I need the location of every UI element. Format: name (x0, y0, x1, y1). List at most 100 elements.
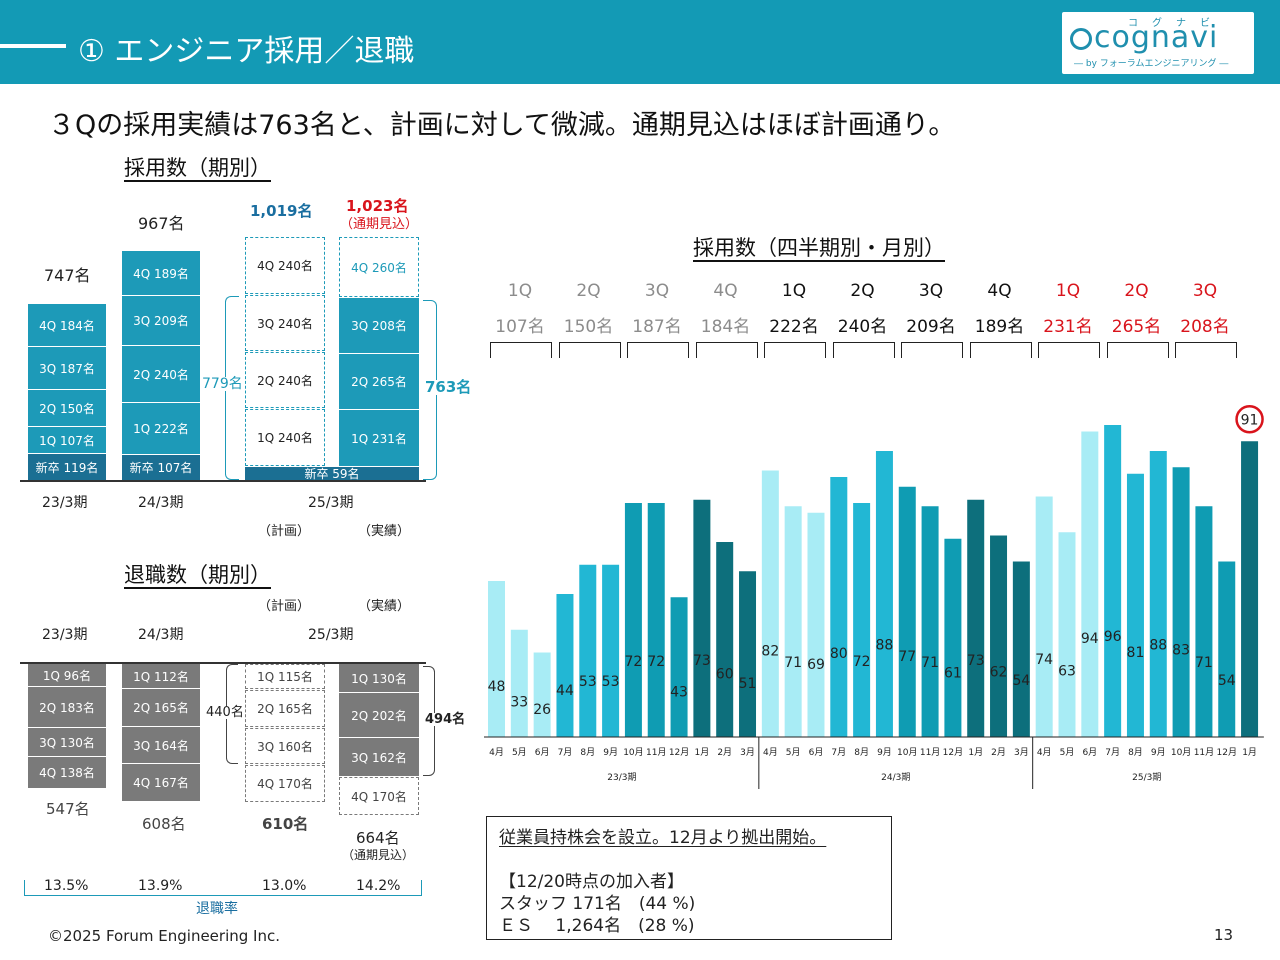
attrition-24-3q: 3Q 164名 (122, 727, 200, 763)
note-line-1: 従業員持株会を設立。12月より拠出開始。 (499, 828, 827, 848)
attrition-25-plan-2q: 2Q 165名 (245, 690, 325, 727)
quarter-label: 3Q (918, 281, 944, 301)
quarter-value: 150名 (563, 317, 614, 337)
month-tick-label: 2月 (991, 747, 1006, 758)
hiring-23-total: 747名 (44, 266, 91, 285)
month-tick-label: 12月 (1217, 747, 1237, 758)
monthly-bar (807, 512, 825, 737)
month-tick-label: 12月 (943, 747, 963, 758)
monthly-bar (990, 535, 1008, 737)
bar-value-label: 61 (944, 666, 962, 682)
bar-value-label: 51 (739, 676, 757, 692)
quarter-value: 184名 (700, 317, 751, 337)
quarter-label: 2Q (850, 281, 875, 301)
highlight-circle (1235, 405, 1264, 434)
hiring-23-1q: 1Q 107名 (28, 427, 106, 453)
quarter-value: 208名 (1180, 317, 1230, 337)
monthly-bar (853, 503, 871, 737)
logo-word: cognavi (1094, 20, 1219, 55)
monthly-bar (1104, 425, 1122, 737)
attrition-24-4q: 4Q 167名 (122, 764, 200, 801)
attrition-23-total: 547名 (46, 800, 90, 818)
month-tick-label: 11月 (646, 747, 666, 758)
attrition-24-rate: 13.9% (138, 878, 183, 894)
attrition-25-plan-1q: 1Q 115名 (245, 664, 325, 689)
attrition-25-plan-total: 610名 (262, 815, 309, 833)
month-tick-label: 4月 (763, 747, 778, 758)
header-bar: ① エンジニア採用／退職 コグナビ cognavi ― by フォーラムエンジニ… (0, 0, 1280, 84)
monthly-bar (898, 486, 916, 737)
month-tick-label: 1月 (695, 747, 710, 758)
monthly-bar (784, 506, 802, 737)
bar-value-label: 82 (761, 644, 779, 660)
monthly-bar (1081, 431, 1099, 737)
month-tick-label: 9月 (603, 747, 618, 758)
hiring-25-actual-note: （通期見込） (340, 217, 419, 232)
attrition-25-plan-4q: 4Q 170名 (245, 765, 325, 802)
monthly-bar (1058, 532, 1076, 737)
bar-value-label: 88 (1149, 637, 1167, 653)
quarter-bracket (490, 342, 552, 358)
attrition-23-1q: 1Q 96名 (28, 664, 106, 686)
bar-value-label: 72 (647, 654, 665, 670)
month-tick-label: 3月 (1014, 747, 1029, 758)
attrition-baseline (20, 662, 426, 664)
monthly-bar (533, 652, 551, 737)
hiring-plan-brace-label: 779名 (202, 376, 243, 392)
fiscal-year-label: 25/3期 (1132, 772, 1161, 783)
month-tick-label: 10月 (897, 747, 917, 758)
month-tick-label: 11月 (1194, 747, 1214, 758)
attrition-24-1q: 1Q 112名 (122, 664, 200, 688)
logo-ring-icon (1070, 28, 1092, 50)
quarter-bracket (969, 342, 1032, 358)
monthly-bar (761, 470, 779, 737)
monthly-bar (1218, 561, 1236, 737)
monthly-bar (1035, 496, 1053, 737)
quarter-label: 1Q (781, 281, 807, 301)
hiring-25-actual-3q: 3Q 208名 (339, 298, 419, 353)
attrition-25-actual-rate: 14.2% (356, 878, 401, 894)
attrition-23-2q: 2Q 183名 (28, 687, 106, 727)
monthly-bar (921, 506, 939, 737)
monthly-bar (556, 594, 574, 737)
hiring-25-actual-4q: 4Q 260名 (339, 237, 419, 297)
monthly-bar (830, 477, 848, 737)
attrition-25-year: 25/3期 (308, 627, 354, 643)
quarter-bracket (1106, 342, 1169, 358)
month-tick-label: 9月 (1151, 747, 1166, 758)
attrition-actual-brace-label: 494名 (425, 712, 466, 727)
hiring-24-4q: 4Q 189名 (122, 251, 200, 295)
attrition-actual-label: （実績） (358, 599, 411, 614)
bar-value-label: 69 (807, 657, 825, 673)
monthly-hiring-chart: 48 4月 33 5月 26 6月 44 7月 53 8月 53 9月 72 10月 72 11月 43 12月 7… (484, 405, 1264, 789)
monthly-bar (967, 499, 985, 737)
bar-value-label: 53 (602, 674, 620, 690)
hiring-25-actual-2q: 2Q 265名 (339, 354, 419, 409)
quarter-value: 240名 (837, 317, 888, 337)
month-tick-label: 8月 (1128, 747, 1143, 758)
hiring-plan-label: （計画） (258, 524, 311, 539)
quarter-bracket (901, 342, 963, 358)
month-tick-label: 4月 (489, 747, 504, 758)
quarter-value: 222名 (769, 317, 819, 337)
logo-ruby: コグナビ (1128, 18, 1224, 29)
attrition-25-actual-2q: 2Q 202名 (339, 693, 419, 737)
attrition-23-3q: 3Q 130名 (28, 728, 106, 756)
bar-value-label: 96 (1104, 629, 1122, 645)
quarter-value: 209名 (906, 317, 956, 337)
monthly-bar (510, 629, 528, 737)
bar-value-label: 77 (898, 649, 916, 665)
monthly-bar (1241, 441, 1259, 737)
hiring-24-2q: 2Q 240名 (122, 346, 200, 402)
month-tick-label: 1月 (1242, 747, 1257, 758)
bar-value-label: 62 (990, 665, 1008, 681)
quarter-label: 2Q (576, 281, 601, 301)
hiring-24-3q: 3Q 209名 (122, 296, 200, 345)
attrition-23-4q: 4Q 138名 (28, 757, 106, 788)
monthly-bar (739, 571, 757, 737)
hiring-25-year: 25/3期 (308, 495, 354, 511)
bar-value-label: 73 (967, 653, 985, 669)
month-tick-label: 10月 (1171, 747, 1191, 758)
hiring-23-4q: 4Q 184名 (28, 304, 106, 346)
monthly-bar (944, 538, 962, 737)
